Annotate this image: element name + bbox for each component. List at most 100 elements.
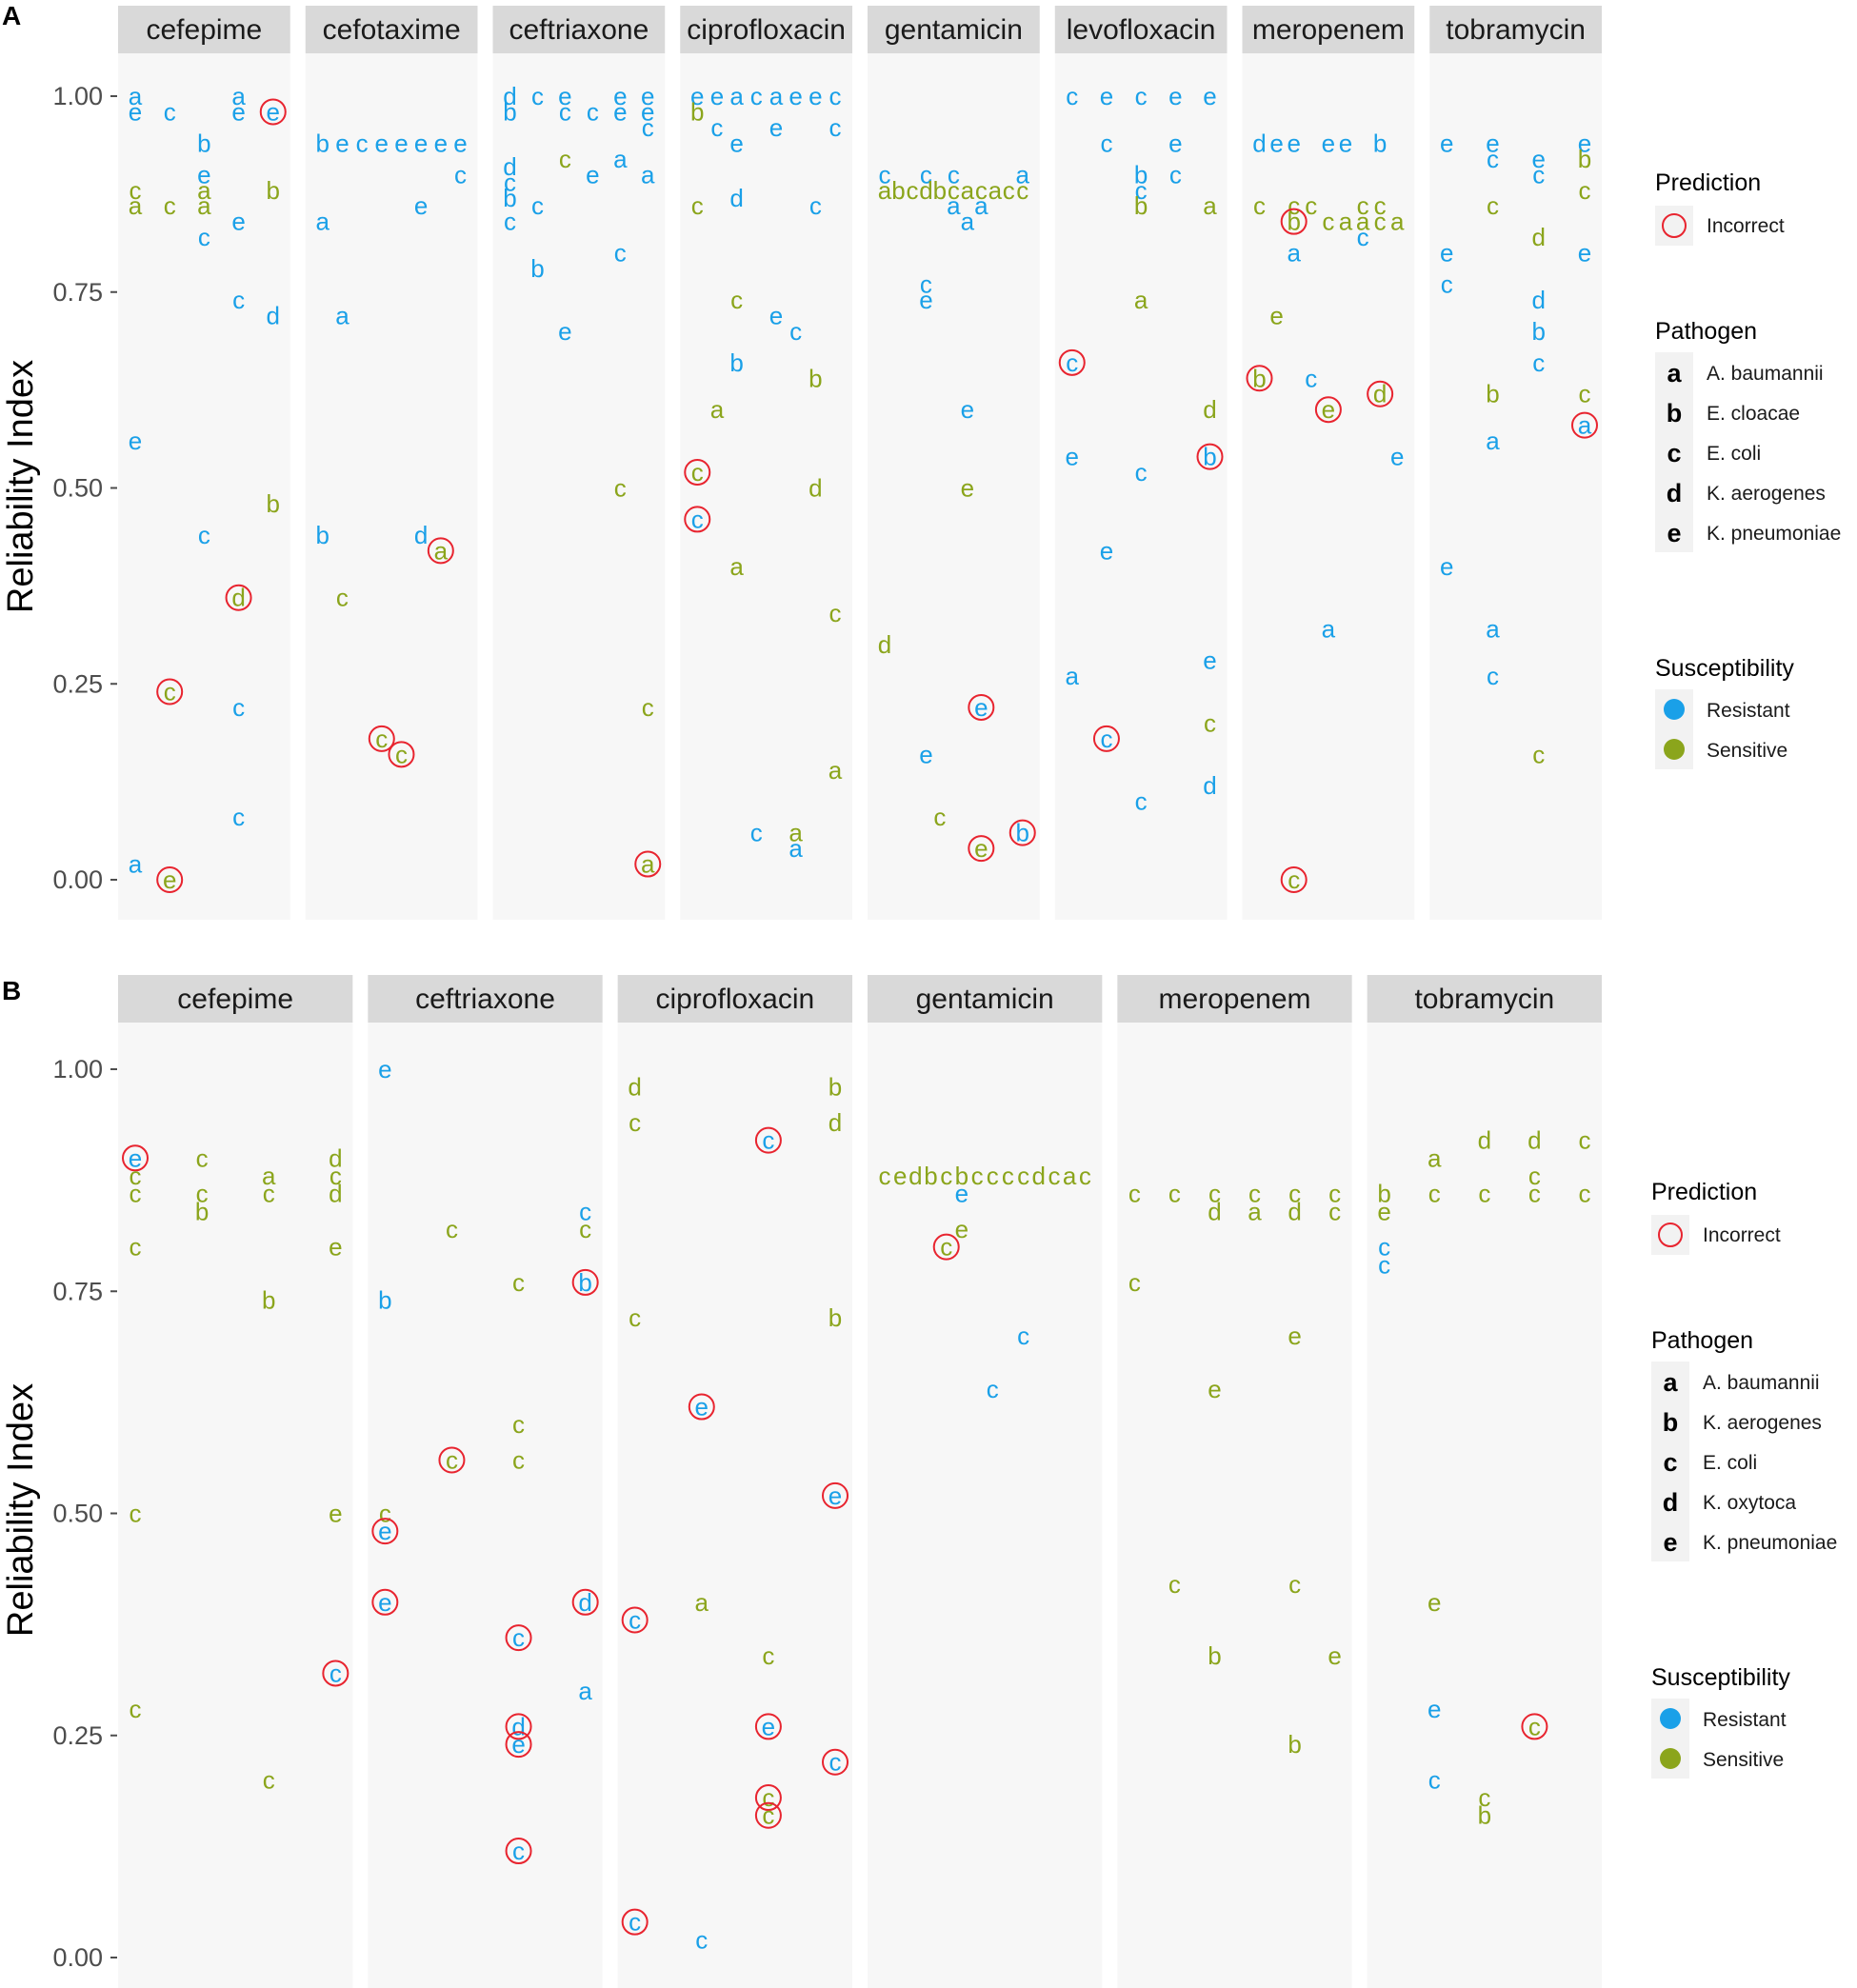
data-point-b: b [1134,191,1148,220]
data-point-c: c [198,223,210,251]
data-point-a: a [710,395,725,424]
data-point-e: e [414,191,428,220]
facet-title: gentamicin [885,14,1023,46]
y-tick-label: 0.50 [52,474,103,503]
data-point-e: e [789,82,802,110]
data-point-c: c [1288,1180,1301,1208]
data-point-b: b [1373,129,1387,157]
legend-pathogen-letter: c [1667,439,1681,467]
legend-label-sensitive: Sensitive [1703,1749,1784,1771]
facet-title: tobramycin [1414,984,1554,1015]
data-point-b: b [262,1286,275,1315]
legend-dot-sensitive [1664,739,1685,760]
data-point-e: e [1578,239,1591,268]
data-point-e: e [1322,395,1335,424]
facet-strip [1429,6,1602,53]
incorrect-marker [1196,443,1224,470]
data-point-c: c [879,1162,891,1190]
facet-gentamicin: gentamicin [868,6,1040,920]
data-point-c: c [1135,82,1148,110]
data-point-d: d [503,152,516,181]
facet-strip [868,975,1103,1023]
data-point-d: d [414,521,428,549]
data-point-c: c [164,191,176,220]
facet-tobramycin: tobramycin [1367,975,1602,1988]
data-point-d: d [628,1073,641,1102]
incorrect-marker [371,1588,399,1616]
data-point-e: e [613,97,627,126]
data-point-c: c [1487,662,1499,690]
data-point-d: d [503,82,516,110]
data-point-e: e [809,82,822,110]
facet-strip [1054,6,1228,53]
legend-pathogen-name: K. aerogenes [1707,483,1826,505]
facet-cefepime: cefepime [118,975,353,1988]
facet-meropenem: meropenem [1242,6,1415,920]
incorrect-marker [621,1908,649,1936]
data-point-c: c [1328,1197,1341,1225]
data-point-b: b [829,1073,842,1102]
facet-title: ciprofloxacin [655,984,814,1015]
data-point-b: b [891,176,905,205]
incorrect-marker [634,850,662,878]
data-point-e: e [1203,646,1216,675]
data-point-c: c [762,1641,774,1670]
y-axis-title: Reliability Index [1,1383,41,1637]
facet-strip [617,975,852,1023]
data-point-d: d [1528,1126,1541,1155]
data-point-e: e [197,160,210,189]
data-point-e: e [641,82,654,110]
data-point-c: c [730,286,743,314]
data-point-a: a [974,191,988,220]
data-point-e: e [919,286,932,314]
data-point-c: c [559,145,571,173]
incorrect-marker [368,725,395,752]
incorrect-marker [968,835,995,863]
data-point-c: c [512,1837,525,1865]
data-point-a: a [335,301,349,329]
legend-pathogen-name: K. aerogenes [1703,1412,1822,1434]
data-point-a: a [1339,208,1353,236]
data-point-c: c [1100,725,1112,753]
data-point-e: e [729,129,743,157]
facet-strip [118,6,290,53]
facet-meropenem: meropenem [1117,975,1352,1988]
data-point-e: e [267,97,280,126]
y-axis-title: Reliability Index [1,360,41,613]
data-point-c: c [1066,348,1078,377]
data-point-d: d [729,184,743,212]
incorrect-marker [1280,208,1308,235]
y-tick-label: 0.75 [52,278,103,307]
data-point-c: c [1128,1180,1141,1208]
data-point-c: c [940,1233,952,1262]
facet-title: tobramycin [1446,14,1586,46]
data-point-e: e [394,129,408,157]
data-point-a: a [1066,662,1080,690]
data-point-c: c [695,1925,708,1954]
data-point-d: d [267,301,280,329]
data-point-e: e [375,129,389,157]
data-point-a: a [316,208,330,236]
facet-panel [680,53,852,920]
data-point-a: a [613,145,628,173]
data-point-c: c [232,286,245,314]
legend-key-bg [1651,1521,1689,1561]
data-point-c: c [1048,1162,1060,1190]
legend-title-pathogen: Pathogen [1651,1327,1753,1354]
data-point-e: e [1203,82,1216,110]
data-point-c: c [789,317,802,346]
data-point-c: c [504,208,516,236]
data-point-b: b [1208,1641,1221,1670]
data-point-e: e [1440,552,1453,581]
data-point-c: c [1135,176,1148,205]
facet-strip [868,6,1040,53]
data-point-c: c [1003,176,1015,205]
y-tick-label: 0.25 [52,1721,103,1750]
data-point-e: e [1168,129,1182,157]
data-point-d: d [909,1162,922,1190]
data-point-e: e [335,129,349,157]
data-point-c: c [1378,1233,1390,1262]
facet-panel [118,53,290,920]
